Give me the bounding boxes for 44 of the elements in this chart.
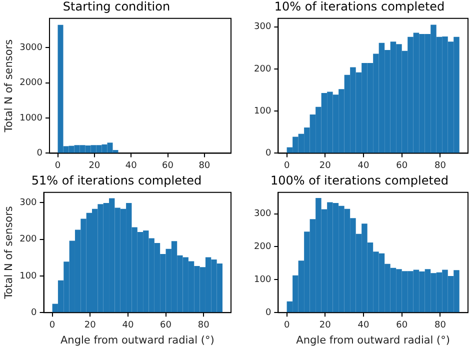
y-tick-label: 300	[254, 22, 272, 32]
x-tick-label: 0	[284, 160, 290, 171]
y-tick-label: 2000	[20, 78, 43, 88]
x-tick-label: 80	[198, 160, 210, 171]
x-tick-label: 80	[198, 320, 210, 330]
x-axis-title: Angle from outward radial (°)	[296, 334, 450, 346]
x-tick-label: 0	[54, 160, 61, 171]
y-tick-label: 3000	[20, 43, 43, 54]
chart-title: 51% of iterations completed	[31, 173, 202, 188]
x-tick-label: 0	[284, 320, 290, 330]
y-tick-label: 0	[265, 308, 272, 318]
x-tick-label: 80	[434, 320, 446, 330]
x-tick-label: 80	[434, 160, 446, 171]
y-tick-label: 200	[254, 242, 272, 252]
y-tick-label: 100	[254, 275, 272, 286]
x-tick-label: 60	[160, 320, 172, 330]
y-tick-label: 0	[265, 148, 272, 159]
y-tick-label: 1000	[20, 113, 43, 124]
chart-title: Starting condition	[62, 0, 170, 14]
y-tick-label: 100	[20, 271, 38, 282]
y-tick-label: 300	[20, 198, 38, 208]
x-tick-label: 40	[122, 320, 134, 330]
x-tick-label: 60	[162, 160, 174, 171]
y-tick-label: 100	[254, 106, 272, 116]
y-tick-label: 0	[36, 148, 43, 159]
x-tick-label: 60	[396, 320, 408, 330]
chart-title: 10% of iterations completed	[274, 0, 445, 14]
x-tick-label: 20	[319, 160, 332, 171]
x-tick-label: 60	[396, 160, 408, 171]
y-tick-label: 200	[20, 234, 38, 245]
chart-title: 100% of iterations completed	[270, 173, 448, 188]
x-tick-label: 20	[319, 320, 332, 330]
y-axis-title: Total N of sensors	[3, 39, 16, 134]
x-axis-title: Angle from outward radial (°)	[60, 334, 214, 346]
x-tick-label: 20	[84, 320, 96, 330]
y-tick-label: 0	[31, 308, 38, 318]
x-tick-label: 40	[358, 320, 370, 330]
x-tick-label: 20	[88, 160, 100, 171]
y-tick-label: 200	[254, 64, 272, 74]
x-tick-label: 40	[358, 160, 370, 171]
y-axis-title: Total N of sensors	[3, 206, 16, 300]
x-tick-label: 40	[125, 160, 138, 171]
y-tick-label: 300	[254, 209, 272, 220]
x-tick-label: 0	[49, 320, 56, 330]
